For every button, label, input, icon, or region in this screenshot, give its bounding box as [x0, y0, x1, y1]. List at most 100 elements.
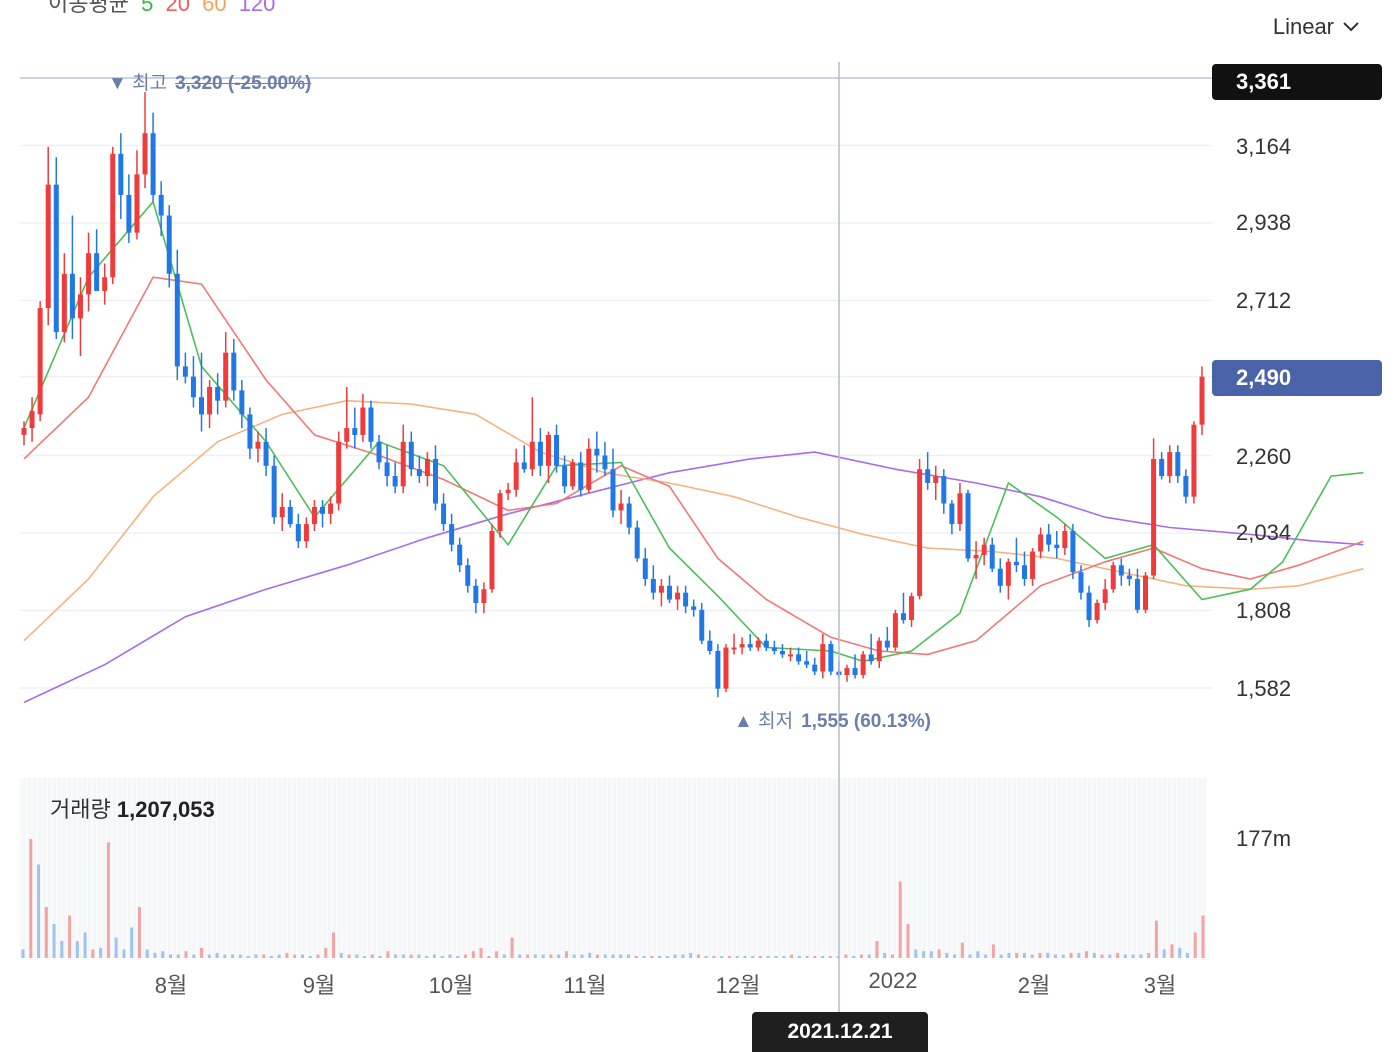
volume-bar	[37, 864, 41, 958]
candle-body	[917, 469, 923, 597]
volume-bar	[394, 954, 398, 958]
candle-body	[1118, 565, 1124, 576]
volume-bars	[21, 839, 1205, 958]
volume-bar	[1154, 920, 1158, 958]
volume-bar	[797, 956, 801, 958]
chart-grid	[20, 144, 1212, 689]
volume-bar	[324, 947, 328, 958]
volume-bar	[991, 944, 995, 958]
volume-bar	[572, 954, 576, 958]
candle-body	[368, 407, 374, 442]
volume-bar	[502, 954, 506, 958]
volume-bar	[106, 842, 110, 958]
volume-bar	[161, 951, 165, 958]
volume-bar	[735, 956, 739, 958]
volume-bar	[844, 954, 848, 958]
volume-bar	[192, 954, 196, 958]
price-tick: 2,938	[1236, 210, 1292, 235]
volume-bar	[1185, 952, 1189, 958]
candle-body	[110, 153, 116, 278]
candle-body	[182, 366, 188, 377]
volume-bar	[650, 956, 654, 958]
candle-body	[1175, 452, 1181, 477]
volume-bar	[867, 954, 871, 958]
candle-body	[328, 503, 334, 514]
candle-body	[77, 294, 83, 319]
low-annotation: ▲ 최저 1,555 (60.13%)	[734, 711, 931, 732]
candle-body	[602, 455, 608, 470]
month-label: 2022	[868, 968, 918, 993]
candle-body	[1151, 458, 1157, 576]
volume-bar	[285, 952, 289, 958]
scale-toggle-button[interactable]: Linear	[1273, 14, 1360, 40]
candle-body	[207, 386, 213, 415]
volume-bar	[580, 954, 584, 958]
candle-body	[634, 527, 640, 559]
volume-bar	[300, 954, 304, 958]
candle-body	[755, 640, 761, 648]
volume-bar	[184, 951, 188, 958]
volume-bar	[712, 956, 716, 958]
volume-axis-max: 177m	[1236, 826, 1292, 851]
volume-bar	[945, 952, 949, 958]
volume-bar	[277, 954, 281, 958]
volume-bar	[1046, 952, 1050, 958]
volume-bar	[898, 881, 902, 958]
volume-bar	[409, 954, 413, 958]
candle-body	[384, 462, 390, 477]
high-price-tag: 3,361	[1212, 64, 1382, 100]
candle-body	[166, 215, 172, 274]
candle-body	[1134, 578, 1140, 610]
volume-bar	[207, 954, 211, 958]
volume-bar	[401, 954, 405, 958]
legend-ma5: 5	[141, 0, 154, 16]
candle-body	[279, 506, 285, 518]
candle-body	[771, 647, 777, 651]
candle-body	[860, 654, 866, 675]
candle-body	[578, 462, 584, 490]
volume-bar	[1022, 952, 1026, 958]
crosshair-date-tag: 2021.12.21	[752, 1012, 928, 1052]
candle-body	[1086, 592, 1092, 621]
candle-body	[723, 647, 729, 689]
volume-bar	[526, 954, 530, 958]
candle-body	[586, 448, 592, 490]
candle-body	[174, 273, 180, 367]
candle-body	[545, 434, 551, 466]
volume-bar	[1147, 952, 1151, 958]
moving-average-legend: 이동평균 5 20 60 120	[48, 0, 281, 18]
volume-bar	[533, 954, 537, 958]
candle-body	[465, 565, 471, 586]
candle-body	[666, 585, 672, 600]
candle-body	[1038, 534, 1044, 552]
volume-bar	[774, 956, 778, 958]
moving-average-lines	[23, 200, 1364, 704]
volume-bar	[153, 952, 157, 958]
candle-body	[844, 668, 850, 675]
volume-bar	[510, 937, 514, 958]
candle-body	[989, 544, 995, 569]
volume-bar	[1116, 952, 1120, 958]
volume-bar	[541, 954, 545, 958]
candle-body	[311, 506, 317, 525]
month-label: 2월	[1017, 973, 1051, 998]
candle-body	[562, 465, 568, 487]
volume-bar	[875, 941, 879, 958]
candle-body	[45, 184, 51, 309]
candle-body	[400, 441, 406, 487]
volume-bar	[246, 956, 250, 958]
volume-bar	[518, 954, 522, 958]
candle-body	[441, 503, 447, 525]
candle-body	[457, 544, 463, 566]
volume-bar	[176, 954, 180, 958]
candle-body	[69, 273, 75, 319]
candle-body	[1126, 575, 1132, 579]
volume-bar	[1038, 952, 1042, 958]
volume-bar	[681, 954, 685, 958]
volume-bar	[852, 956, 856, 958]
volume-bar	[363, 956, 367, 958]
volume-bar	[44, 907, 48, 958]
volume-bar	[619, 954, 623, 958]
volume-bar	[611, 954, 615, 958]
